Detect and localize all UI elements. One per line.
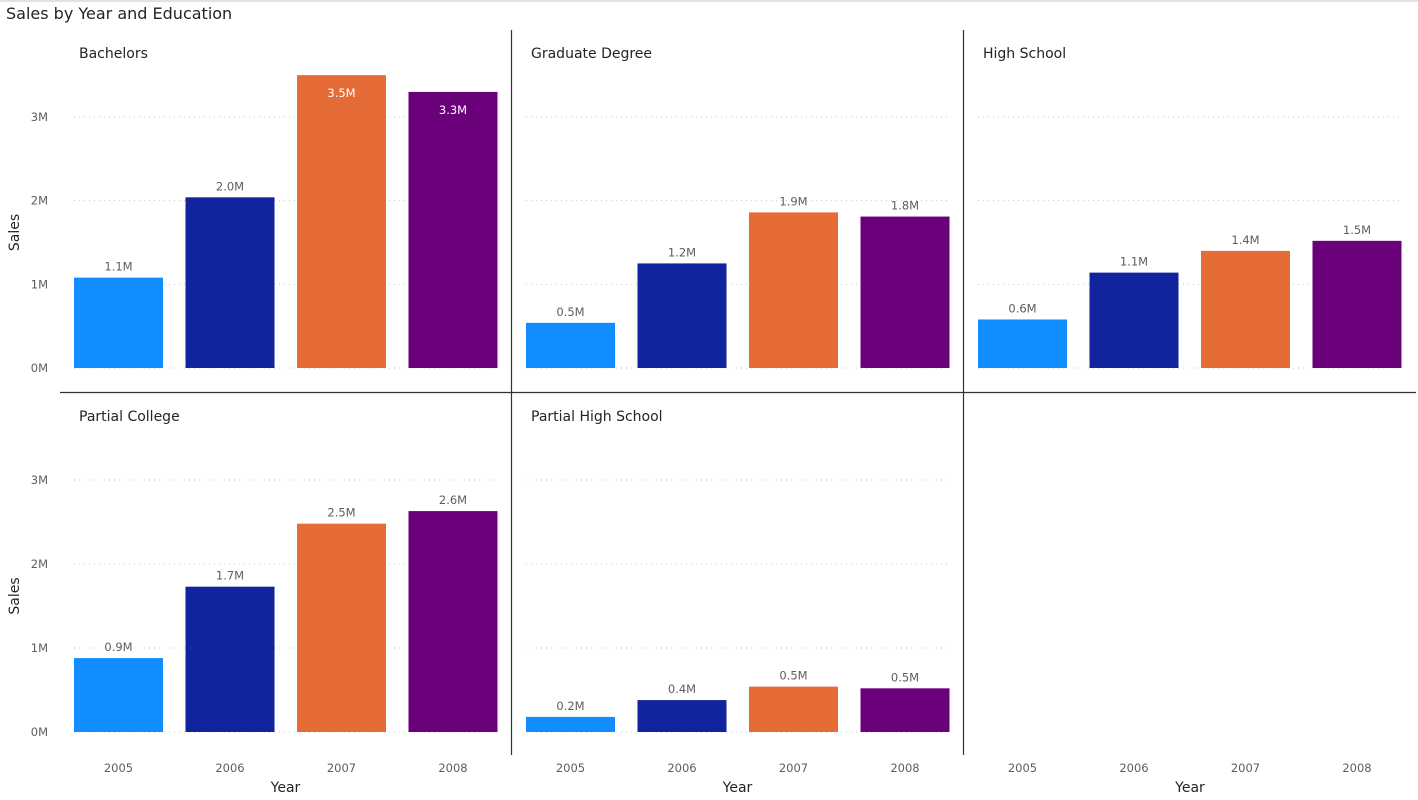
x-tick-label: 2008 [890,761,919,775]
panel-title: Partial College [79,409,180,425]
data-label: 1.7M [216,569,244,583]
data-label: 1.1M [104,260,132,274]
data-label: 3.3M [439,103,467,117]
y-axis-title: Sales [7,577,23,614]
x-tick-label: 2005 [104,761,133,775]
x-tick-label: 2005 [556,761,585,775]
x-tick-label: 2008 [1342,761,1371,775]
data-label: 0.9M [104,640,132,654]
data-label: 0.5M [556,305,584,319]
data-label: 1.9M [779,194,807,208]
data-label: 1.4M [1231,233,1259,247]
bar [526,322,615,368]
bar [637,700,727,732]
data-label: 1.8M [891,199,919,213]
bar [1201,250,1290,368]
bar [408,91,498,369]
y-axis-title: Sales [7,214,23,251]
y-tick-label: 3M [31,110,48,124]
panel-title: Bachelors [79,46,148,62]
panel-title: High School [983,46,1066,62]
bar [860,216,950,368]
x-tick-label: 2007 [779,761,808,775]
bar [749,686,838,732]
bar [860,688,950,732]
bar [185,197,275,368]
y-tick-label: 3M [31,473,48,487]
y-tick-label: 1M [31,641,48,655]
y-tick-label: 0M [31,361,48,375]
bar [1312,240,1402,368]
bar [74,658,163,732]
x-tick-label: 2006 [215,761,244,775]
y-tick-label: 1M [31,277,48,291]
x-tick-label: 2007 [327,761,356,775]
bar [637,263,727,368]
y-tick-label: 2M [31,557,48,571]
y-tick-label: 0M [31,725,48,739]
panel-title: Partial High School [531,409,663,425]
x-tick-label: 2007 [1231,761,1260,775]
top-border [0,0,1418,2]
data-label: 2.0M [216,179,244,193]
data-label: 2.6M [439,493,467,507]
data-label: 0.4M [668,682,696,696]
bar [749,212,838,368]
data-label: 3.5M [327,86,355,100]
data-label: 1.2M [668,245,696,259]
x-tick-label: 2008 [438,761,467,775]
data-label: 0.2M [556,699,584,713]
x-axis-title: Year [270,780,301,796]
data-label: 0.6M [1008,301,1036,315]
bar [978,319,1067,368]
bar [185,586,275,732]
chart-title: Sales by Year and Education [6,4,233,23]
bar [1089,272,1179,368]
bar [74,277,163,368]
data-label: 1.1M [1120,255,1148,269]
bar [297,523,386,732]
panel-title: Graduate Degree [531,46,652,62]
bar [297,75,386,369]
x-tick-label: 2006 [667,761,696,775]
bar [526,716,615,732]
data-label: 0.5M [779,669,807,683]
y-tick-label: 2M [31,194,48,208]
data-label: 0.5M [891,670,919,684]
x-tick-label: 2006 [1119,761,1148,775]
bar [408,511,498,732]
data-label: 1.5M [1343,223,1371,237]
x-axis-title: Year [1174,780,1205,796]
data-label: 2.5M [327,506,355,520]
x-tick-label: 2005 [1008,761,1037,775]
x-axis-title: Year [722,780,753,796]
